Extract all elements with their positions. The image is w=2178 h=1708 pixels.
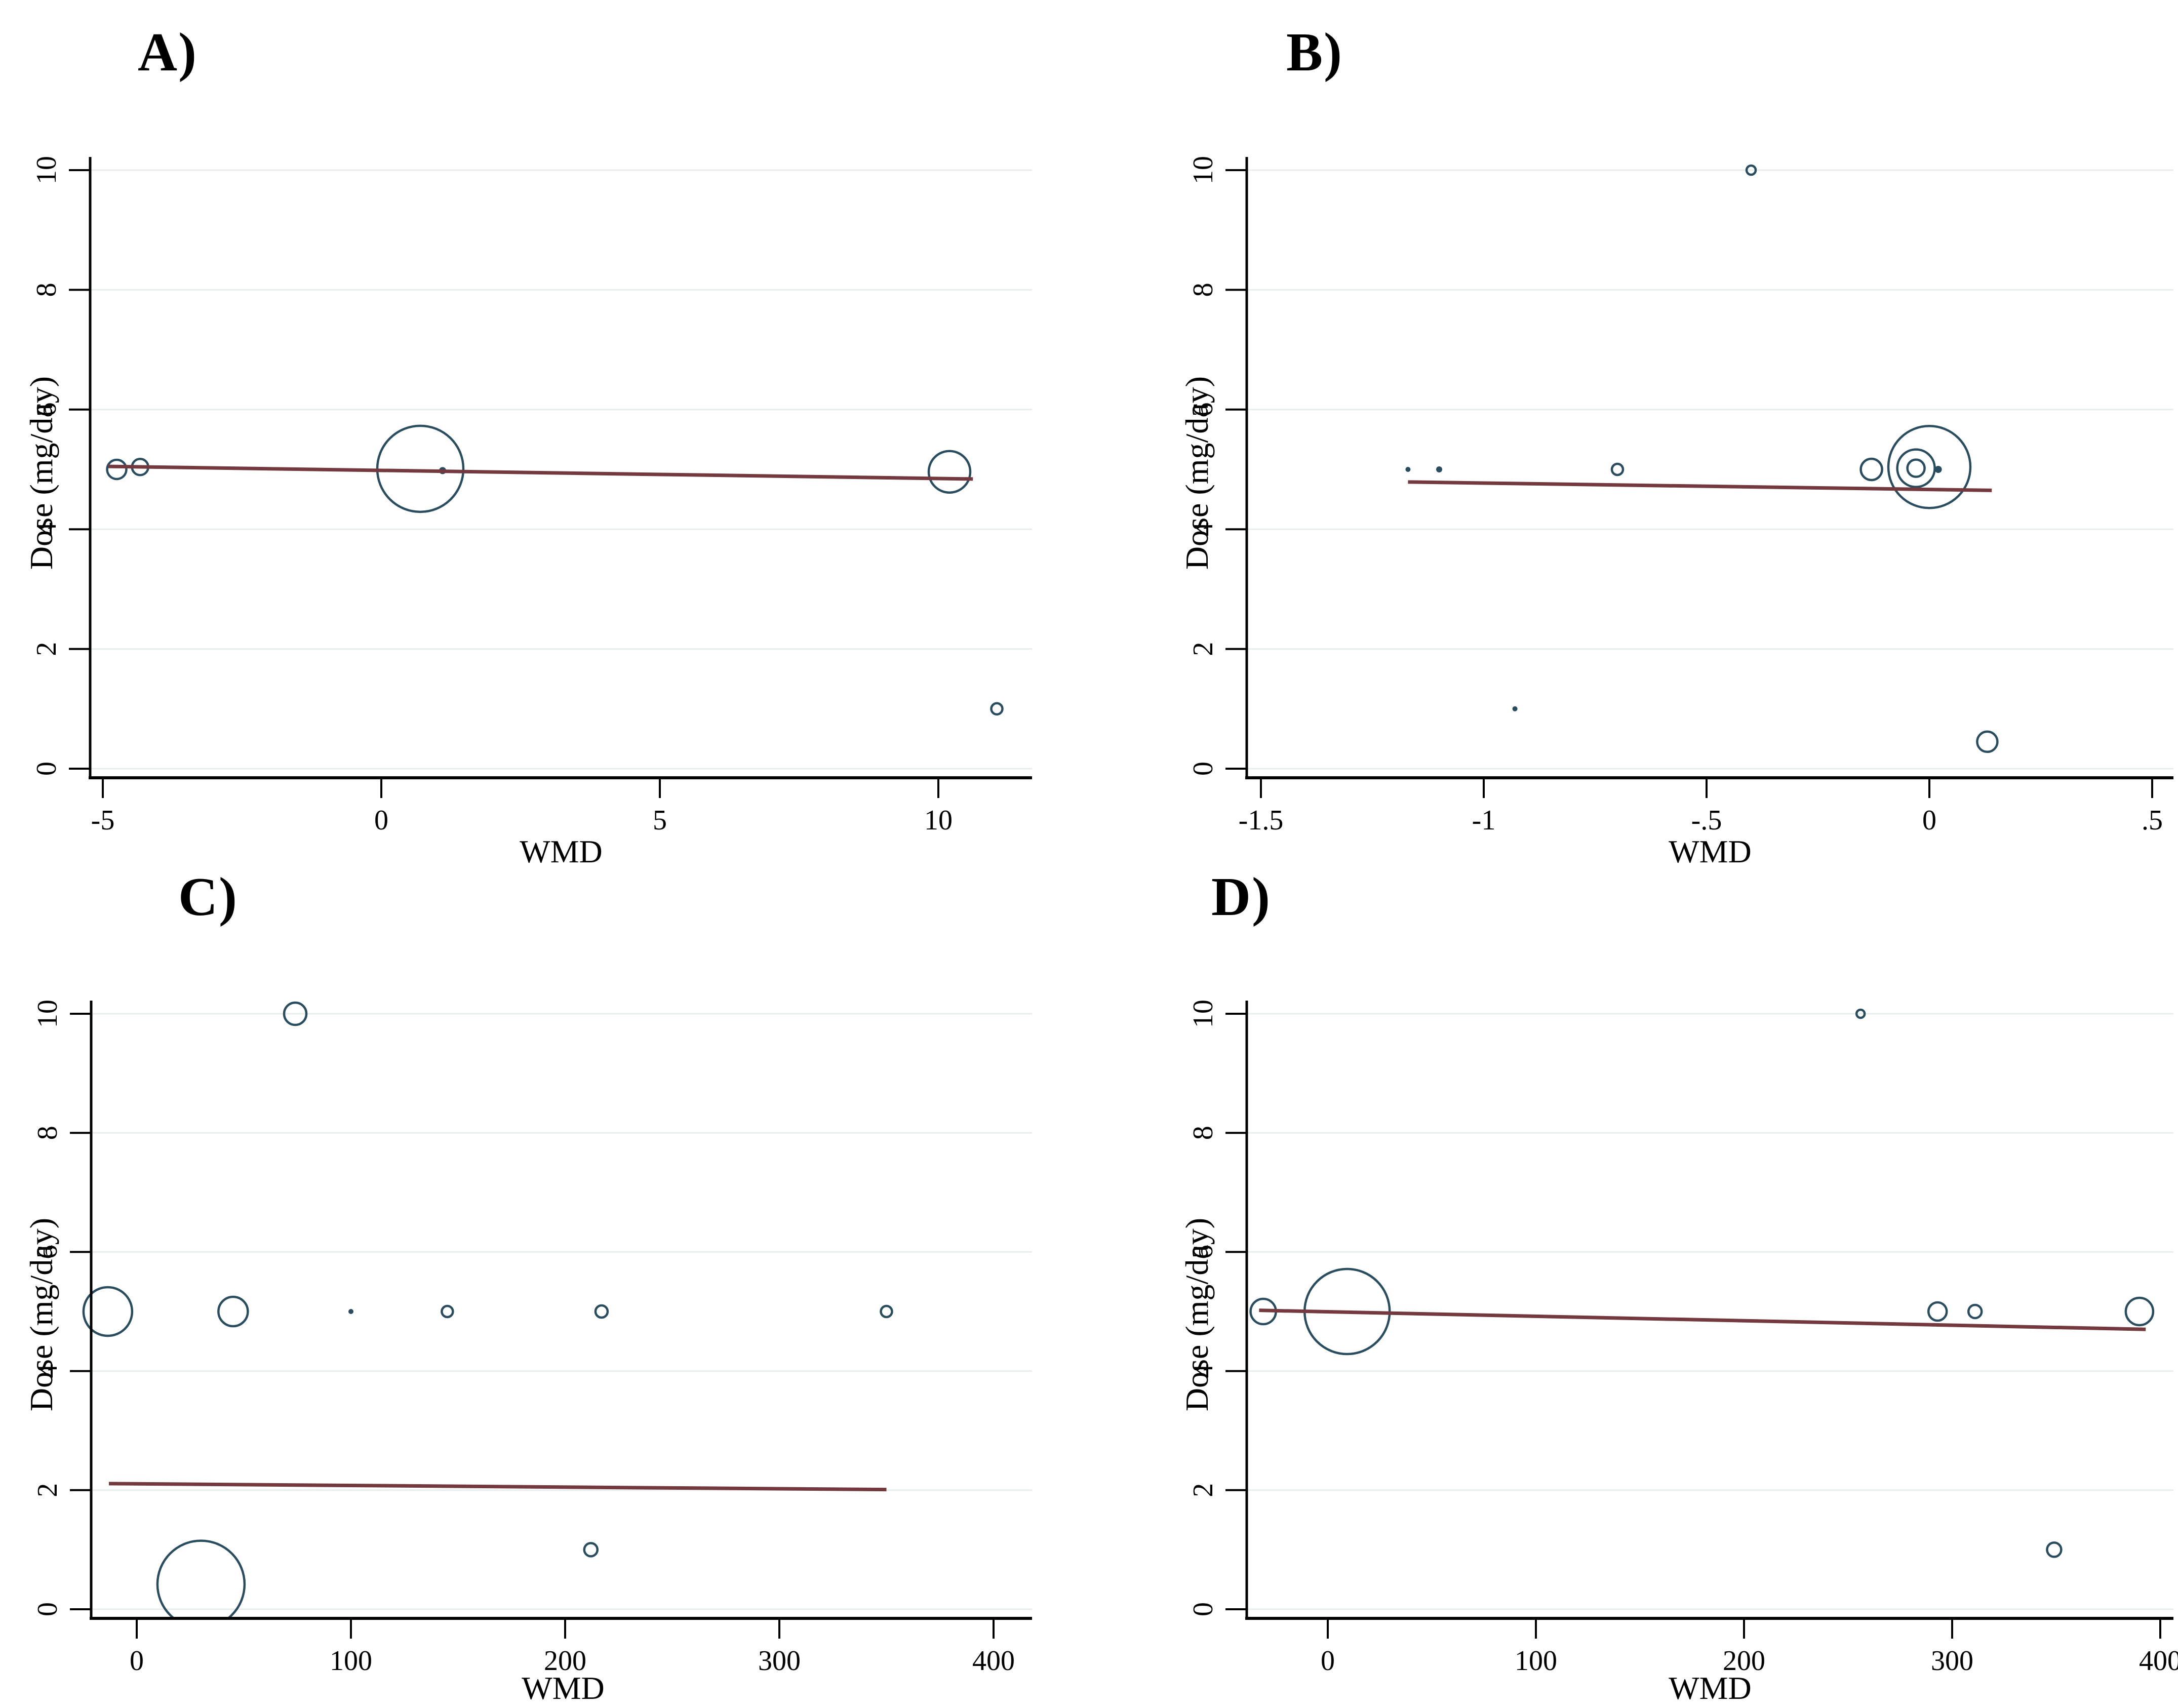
y-tick-label: 2	[1187, 642, 1219, 656]
panel-label-b: B)	[1286, 22, 1343, 83]
x-axis-title-d: WMD	[1669, 1670, 1752, 1706]
y-tick-label: 10	[1187, 156, 1219, 184]
y-tick-label: 6	[31, 403, 62, 417]
panel-label-c: C)	[178, 867, 238, 927]
x-tick-label: 200	[544, 1645, 586, 1677]
x-tick-label: 100	[330, 1645, 372, 1677]
study-bubble	[1906, 458, 1926, 478]
plot-content-c	[82, 1001, 893, 1617]
study-bubble	[1927, 1301, 1948, 1322]
x-tick-label: -1.5	[1239, 805, 1284, 836]
x-tick-label: 0	[130, 1645, 144, 1677]
y-tick-label: 4	[32, 1364, 63, 1378]
study-bubble	[1405, 467, 1411, 472]
study-bubble	[1512, 706, 1518, 711]
x-tick-label: 0	[1321, 1645, 1335, 1677]
x-tick-label: 400	[2139, 1645, 2178, 1677]
panel-c: 0 100 200 300 400 0 2 4 6 8 10	[32, 1000, 1032, 1677]
y-tick-label: 2	[31, 642, 62, 656]
y-tick-label: 6	[1187, 403, 1219, 417]
y-tick-label: 6	[1187, 1245, 1219, 1259]
x-tick-label: 300	[1931, 1645, 1973, 1677]
y-tick-label: 0	[1187, 1602, 1219, 1616]
y-tick-label: 10	[1187, 1000, 1219, 1028]
study-bubble	[1976, 730, 1999, 753]
study-bubble	[594, 1304, 609, 1319]
x-axis-title-c: WMD	[522, 1670, 605, 1706]
panel-a: -5 0 5 10 0 2 4 6 8 10	[31, 156, 1032, 836]
study-bubble	[880, 1304, 893, 1319]
x-tick-label: -5	[91, 805, 115, 836]
x-tick-label: -1	[1472, 805, 1496, 836]
regression-line	[108, 464, 973, 481]
y-tick-label: 10	[32, 1000, 63, 1028]
panel-d: 0 100 200 300 400 0 2 4 6 8 10	[1187, 1000, 2178, 1677]
plot-content-d	[1249, 1008, 2155, 1558]
y-tick-label: 0	[32, 1602, 63, 1616]
y-tick-label: 4	[1187, 1364, 1219, 1378]
study-bubble	[1896, 448, 1936, 488]
regression-line	[108, 1482, 887, 1492]
y-tick-label: 8	[1187, 1126, 1219, 1140]
study-bubble	[441, 1304, 454, 1319]
study-bubble	[82, 1286, 134, 1337]
y-tick-label: 10	[31, 156, 62, 184]
x-tick-label: 0	[374, 805, 388, 836]
study-bubble	[1887, 425, 1972, 509]
y-tick-label: 0	[31, 762, 62, 776]
panel-label-d: D)	[1211, 867, 1271, 927]
x-tick-label: .5	[2142, 805, 2163, 836]
study-bubble	[1610, 462, 1625, 476]
study-bubble	[283, 1001, 308, 1026]
x-tick-label: -.5	[1691, 805, 1722, 836]
panel-b: -1.5 -1 -.5 0 .5 0 2 4 6 8 10	[1187, 156, 2173, 836]
study-bubble	[1967, 1303, 1983, 1320]
study-bubble	[106, 458, 128, 481]
y-tick-label: 8	[1187, 283, 1219, 297]
y-axis-title-a: Dose (mg/day)	[23, 376, 59, 570]
y-tick-label: 0	[1187, 762, 1219, 776]
y-tick-label: 6	[32, 1245, 63, 1259]
study-bubble	[2046, 1541, 2063, 1558]
study-bubble	[217, 1295, 249, 1328]
panel-label-a: A)	[138, 22, 197, 83]
x-axis-title-a: WMD	[520, 833, 603, 869]
x-tick-label: 200	[1723, 1645, 1765, 1677]
x-tick-label: 400	[972, 1645, 1015, 1677]
regression-line	[1408, 480, 1992, 492]
plot-content-b	[1405, 164, 1999, 753]
study-bubble	[348, 1309, 353, 1314]
study-bubble	[1934, 466, 1942, 473]
study-bubble	[156, 1539, 246, 1617]
x-axis-title-b: WMD	[1669, 833, 1752, 869]
y-tick-label: 4	[1187, 522, 1219, 536]
x-tick-label: 100	[1515, 1645, 1557, 1677]
plot-content-a	[106, 424, 1004, 716]
study-bubble	[1745, 164, 1757, 176]
study-bubble	[2124, 1296, 2155, 1327]
y-tick-label: 2	[32, 1483, 63, 1497]
study-bubble	[1436, 466, 1442, 472]
x-tick-label: 5	[653, 805, 667, 836]
study-bubble	[1855, 1008, 1866, 1019]
y-axis-title-d: Dose (mg/day)	[1179, 1217, 1215, 1412]
y-axis-title-c: Dose (mg/day)	[23, 1217, 59, 1412]
study-bubble	[927, 450, 972, 494]
y-tick-label: 4	[31, 522, 62, 536]
x-tick-label: 0	[1922, 805, 1936, 836]
y-tick-label: 2	[1187, 1483, 1219, 1497]
x-tick-label: 300	[758, 1645, 801, 1677]
y-tick-label: 8	[32, 1126, 63, 1140]
study-bubble	[1859, 457, 1883, 482]
y-tick-label: 8	[31, 283, 62, 297]
y-axis-title-b: Dose (mg/day)	[1179, 376, 1215, 570]
x-tick-label: 10	[924, 805, 953, 836]
study-bubble	[583, 1542, 599, 1558]
study-bubble	[990, 702, 1004, 716]
regression-line	[1259, 1308, 2146, 1331]
